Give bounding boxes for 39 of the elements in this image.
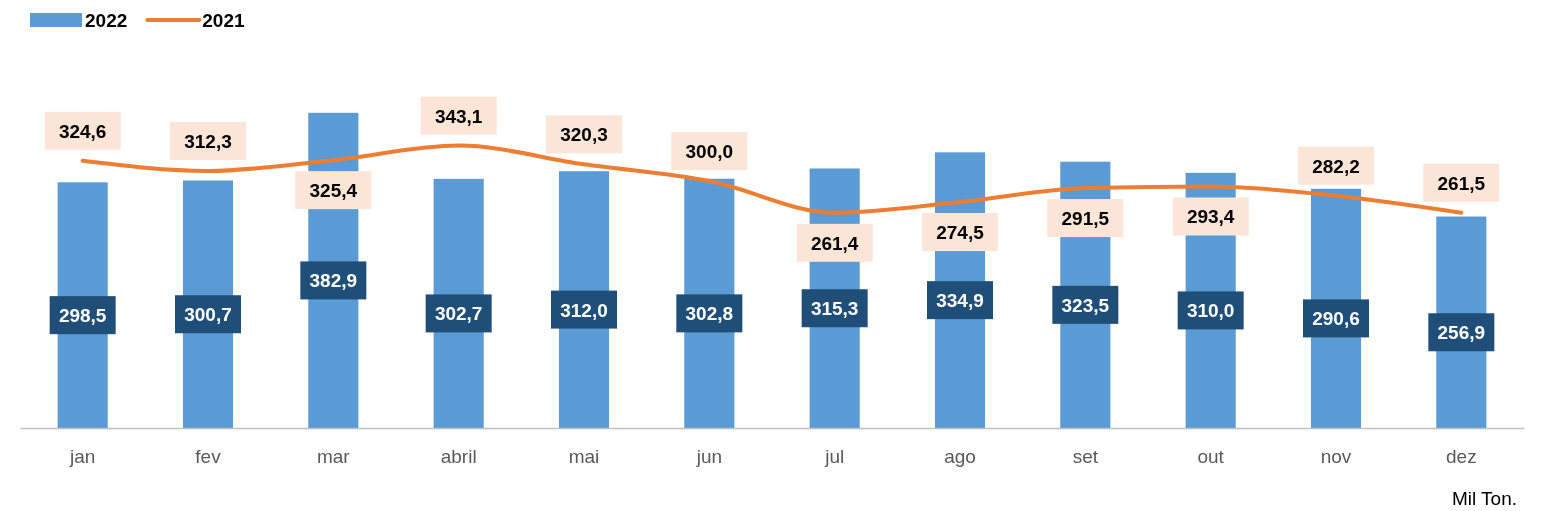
data-label: 312,0 xyxy=(560,299,608,321)
data-label: 315,3 xyxy=(810,298,859,320)
data-label: 291,5 xyxy=(1061,208,1110,230)
data-label: 298,5 xyxy=(58,305,107,327)
data-label: 310,0 xyxy=(1186,300,1235,322)
text: Mil Ton. xyxy=(1451,488,1517,509)
x-tick-label: jun xyxy=(695,446,723,468)
x-tick-label: nov xyxy=(1320,446,1352,468)
x-tick-label: jul xyxy=(824,446,845,468)
data-label: 256,9 xyxy=(1437,322,1486,344)
data-label: 302,8 xyxy=(685,303,734,325)
data-label: 261,4 xyxy=(810,232,859,254)
data-label: 293,4 xyxy=(1186,206,1235,228)
x-tick-label: set xyxy=(1072,446,1099,468)
data-label: 324,6 xyxy=(58,120,107,142)
x-tick-label: out xyxy=(1197,446,1225,468)
data-label: 282,2 xyxy=(1312,155,1360,177)
data-label: 300,0 xyxy=(685,141,734,163)
legend-label: 2022 xyxy=(85,10,128,31)
x-tick-label: fev xyxy=(195,446,222,468)
data-label: 343,1 xyxy=(434,105,483,127)
data-label: 382,9 xyxy=(309,270,358,292)
x-tick-label: ago xyxy=(944,446,976,468)
data-label: 302,7 xyxy=(434,303,483,325)
data-label: 320,3 xyxy=(560,124,608,146)
data-label: 334,9 xyxy=(936,290,984,312)
data-label: 300,7 xyxy=(184,304,232,326)
x-tick-label: jan xyxy=(68,446,96,468)
data-label: 323,5 xyxy=(1061,294,1110,316)
data-label: 312,3 xyxy=(184,130,232,152)
data-label: 261,5 xyxy=(1437,172,1486,194)
x-tick-label: abril xyxy=(440,446,477,468)
data-label: 274,5 xyxy=(936,222,985,244)
x-tick-label: mar xyxy=(316,446,351,468)
data-label: 325,4 xyxy=(309,180,358,202)
legend-label: 2021 xyxy=(202,10,245,31)
data-label: 290,6 xyxy=(1312,308,1360,330)
x-tick-label: mai xyxy=(568,446,600,468)
x-tick-label: dez xyxy=(1446,446,1477,468)
